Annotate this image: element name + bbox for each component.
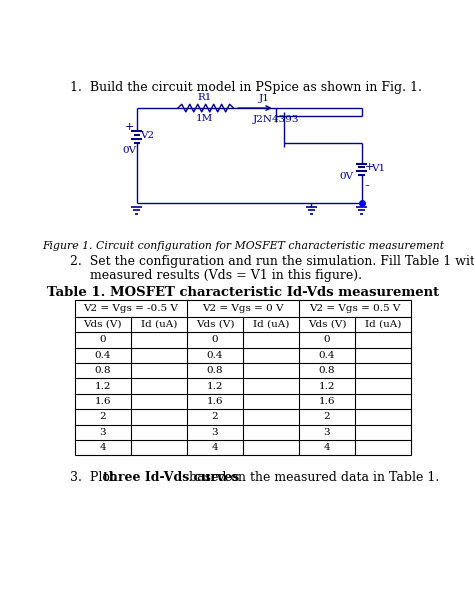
Text: 0.4: 0.4: [94, 351, 111, 360]
Text: 4: 4: [324, 443, 330, 452]
Text: 2.  Set the configuration and run the simulation. Fill Table 1 with the: 2. Set the configuration and run the sim…: [70, 255, 474, 268]
Text: V1: V1: [371, 164, 385, 173]
Text: 1.6: 1.6: [319, 397, 335, 406]
Text: 0.8: 0.8: [319, 366, 335, 375]
Text: 1.2: 1.2: [207, 382, 223, 391]
Text: 1.6: 1.6: [207, 397, 223, 406]
Text: 0: 0: [100, 335, 106, 344]
Text: R1: R1: [197, 93, 211, 102]
Bar: [75, 300, 411, 455]
Text: V2 = Vgs = 0.5 V: V2 = Vgs = 0.5 V: [310, 304, 401, 313]
Text: +: +: [365, 162, 374, 171]
Text: Table 1. MOSFET characteristic Id-Vds measurement: Table 1. MOSFET characteristic Id-Vds me…: [47, 286, 439, 299]
Text: 0V: 0V: [123, 146, 137, 155]
Text: 1M: 1M: [196, 114, 213, 123]
Text: 4: 4: [211, 443, 218, 452]
Text: 3: 3: [324, 428, 330, 437]
Text: J1: J1: [259, 94, 270, 104]
Text: 3: 3: [211, 428, 218, 437]
Text: 0.8: 0.8: [207, 366, 223, 375]
Text: 1.2: 1.2: [319, 382, 335, 391]
Text: 4: 4: [100, 443, 106, 452]
Text: based on the measured data in Table 1.: based on the measured data in Table 1.: [185, 471, 439, 484]
Text: 1.6: 1.6: [94, 397, 111, 406]
Text: 0.4: 0.4: [207, 351, 223, 360]
Text: 2: 2: [324, 412, 330, 421]
Text: Id (uA): Id (uA): [141, 320, 177, 329]
Text: Vds (V): Vds (V): [83, 320, 122, 329]
Text: V2: V2: [140, 131, 154, 140]
Text: 0: 0: [211, 335, 218, 344]
Text: 0.4: 0.4: [319, 351, 335, 360]
Text: 0.8: 0.8: [94, 366, 111, 375]
Text: -: -: [365, 180, 369, 193]
Text: 1.2: 1.2: [94, 382, 111, 391]
Text: 3: 3: [100, 428, 106, 437]
Text: V2 = Vgs = -0.5 V: V2 = Vgs = -0.5 V: [83, 304, 178, 313]
Text: 2: 2: [100, 412, 106, 421]
Text: +: +: [124, 122, 134, 132]
Text: three Id-Vds curves: three Id-Vds curves: [103, 471, 240, 484]
Text: J2N4393: J2N4393: [253, 115, 300, 124]
Text: Vds (V): Vds (V): [308, 320, 346, 329]
Text: Vds (V): Vds (V): [196, 320, 234, 329]
Text: 3.  Plot: 3. Plot: [70, 471, 119, 484]
Text: measured results (Vds = V1 in this figure).: measured results (Vds = V1 in this figur…: [70, 269, 362, 282]
Text: 1.  Build the circuit model in PSpice as shown in Fig. 1.: 1. Build the circuit model in PSpice as …: [70, 81, 422, 94]
Text: 0V: 0V: [340, 172, 354, 181]
Text: 2: 2: [211, 412, 218, 421]
Text: Id (uA): Id (uA): [365, 320, 401, 329]
Text: Figure 1. Circuit configuration for MOSFET characteristic measurement: Figure 1. Circuit configuration for MOSF…: [42, 241, 444, 251]
Text: 0: 0: [324, 335, 330, 344]
Text: V2 = Vgs = 0 V: V2 = Vgs = 0 V: [202, 304, 283, 313]
Text: Id (uA): Id (uA): [253, 320, 289, 329]
